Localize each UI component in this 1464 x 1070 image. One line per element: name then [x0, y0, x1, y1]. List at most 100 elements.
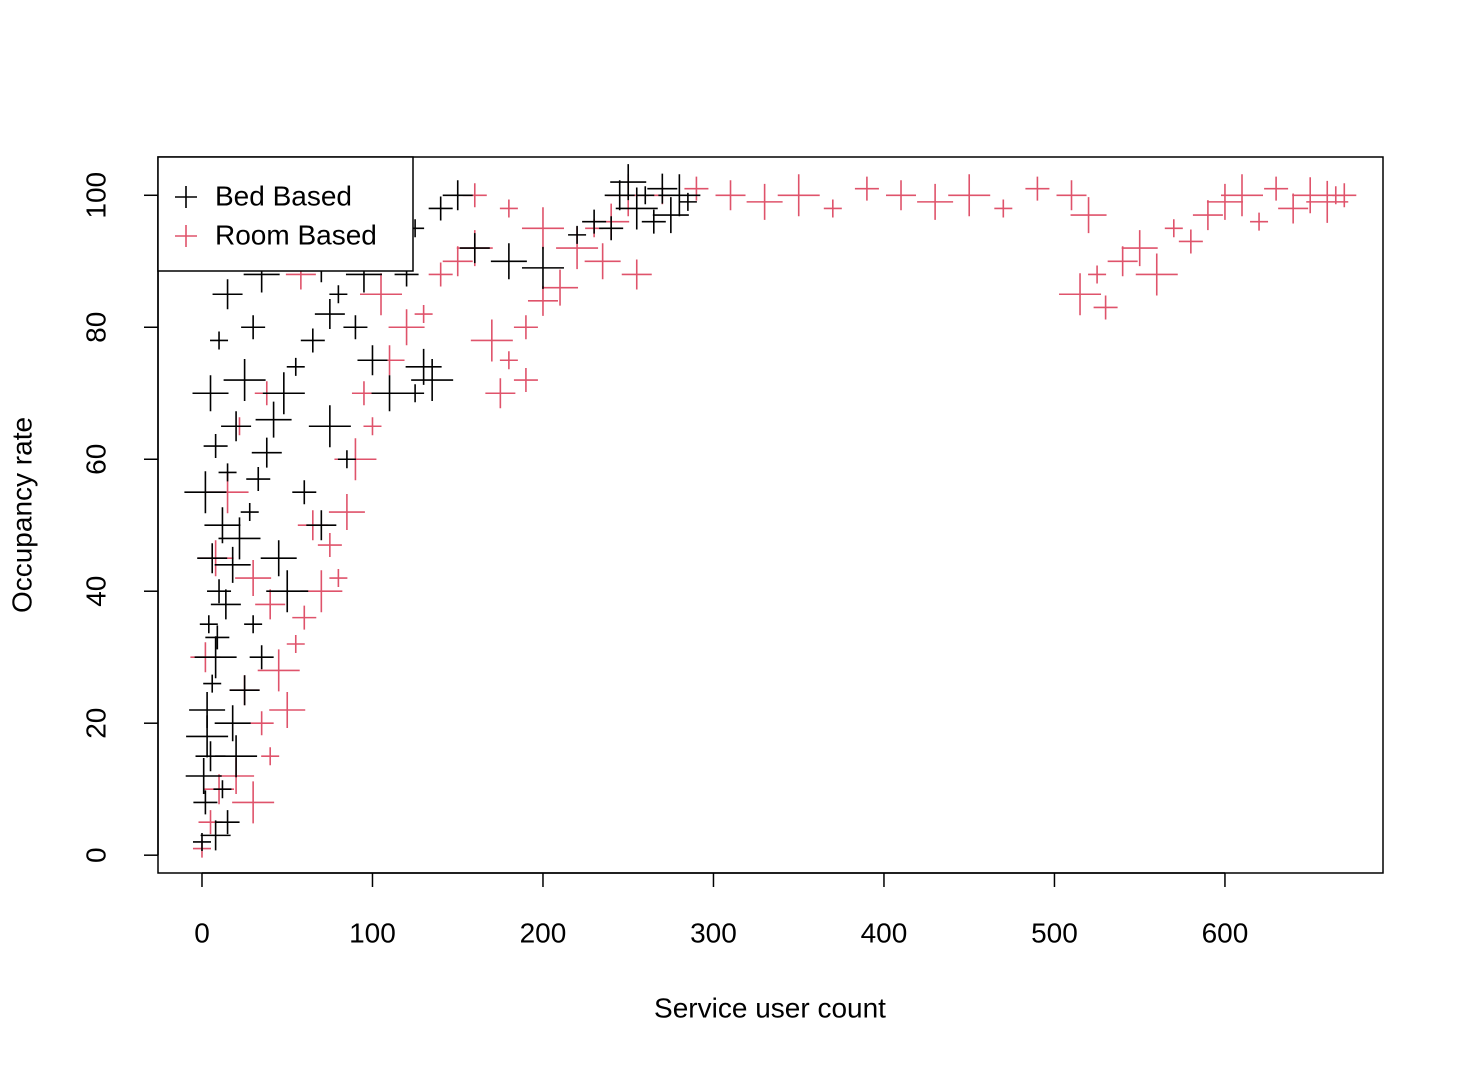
point: [521, 246, 564, 289]
point: [1056, 180, 1087, 211]
point: [1250, 212, 1269, 231]
point: [329, 569, 348, 588]
point: [249, 645, 274, 670]
point: [658, 174, 701, 217]
point: [1093, 295, 1118, 320]
point: [1070, 197, 1107, 234]
point: [470, 319, 513, 362]
y-tick-label: 40: [80, 576, 111, 607]
point: [360, 273, 403, 316]
point: [308, 405, 351, 448]
point: [513, 315, 538, 340]
point: [292, 605, 317, 630]
point: [262, 372, 305, 415]
y-tick-label: 60: [80, 444, 111, 475]
point: [1221, 174, 1263, 217]
point: [186, 715, 229, 758]
point: [641, 209, 666, 234]
x-tick-label: 600: [1202, 917, 1249, 948]
point: [203, 674, 222, 693]
point: [414, 305, 433, 324]
point: [249, 711, 274, 736]
point: [388, 309, 425, 346]
point: [459, 233, 490, 264]
point: [255, 401, 292, 438]
point: [223, 359, 266, 402]
point: [777, 174, 820, 217]
x-tick-label: 300: [690, 917, 737, 948]
point: [306, 510, 337, 541]
point: [193, 790, 218, 815]
point: [214, 705, 251, 742]
point: [542, 269, 579, 306]
point: [329, 285, 348, 304]
point: [185, 757, 222, 794]
legend-box: [157, 156, 414, 272]
point: [715, 180, 746, 211]
point: [255, 589, 286, 620]
point: [292, 480, 317, 505]
point: [647, 173, 678, 204]
point: [615, 187, 658, 230]
point: [210, 331, 229, 350]
point: [854, 176, 879, 201]
point: [204, 507, 241, 544]
point: [405, 348, 442, 385]
point: [203, 434, 228, 459]
x-tick-label: 200: [520, 917, 567, 948]
point: [210, 589, 241, 620]
point: [886, 180, 917, 211]
point: [917, 183, 954, 220]
point: [599, 216, 624, 241]
point: [746, 183, 783, 220]
point: [207, 579, 232, 604]
point: [286, 357, 305, 376]
point: [240, 503, 259, 522]
point: [215, 810, 240, 835]
point: [214, 546, 251, 583]
point: [582, 209, 607, 234]
legend-marker: [175, 186, 197, 208]
point: [199, 615, 218, 634]
point: [221, 411, 252, 442]
point: [194, 636, 237, 679]
x-tick-label: 400: [861, 917, 908, 948]
point: [1164, 219, 1183, 238]
point: [244, 615, 263, 634]
point: [314, 299, 345, 330]
legend: Bed Based Room Based: [157, 156, 414, 272]
point: [215, 735, 258, 778]
point: [568, 225, 587, 244]
point: [213, 780, 232, 799]
point: [337, 450, 356, 469]
y-tick-label: 0: [80, 847, 111, 863]
point: [527, 285, 558, 316]
point: [1059, 273, 1102, 316]
point: [442, 246, 473, 277]
y-tick-label: 20: [80, 708, 111, 739]
legend-marker: [175, 225, 197, 247]
point: [1264, 176, 1289, 201]
point: [317, 533, 342, 558]
point: [406, 384, 425, 403]
point: [428, 196, 453, 221]
point: [948, 174, 991, 217]
x-axis-label: Service user count: [654, 992, 886, 1023]
point: [1306, 180, 1349, 223]
point: [235, 560, 272, 597]
point: [266, 570, 309, 613]
point: [218, 517, 261, 560]
point: [521, 207, 564, 250]
point: [286, 635, 305, 654]
point: [1107, 246, 1138, 277]
point: [269, 692, 306, 729]
point: [371, 375, 408, 412]
point: [584, 243, 621, 280]
point: [485, 378, 516, 409]
point: [200, 820, 231, 851]
point: [499, 351, 518, 370]
legend-label: Room Based: [215, 219, 377, 250]
point: [357, 345, 388, 376]
point: [678, 192, 697, 211]
